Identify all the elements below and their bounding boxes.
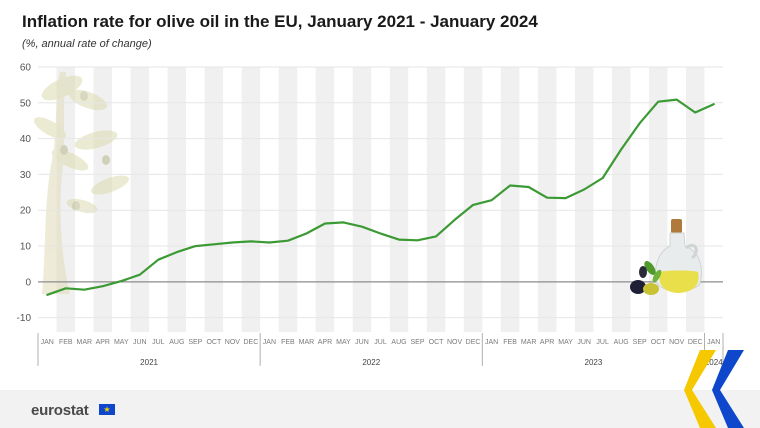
y-tick-label: 60 (20, 63, 32, 74)
x-tick-label: NOV (447, 339, 463, 346)
x-tick-label: NOV (225, 339, 241, 346)
month-band (130, 67, 150, 332)
y-tick-label: 20 (20, 206, 32, 217)
x-tick-label: FEB (503, 339, 517, 346)
year-label: 2022 (362, 358, 380, 367)
chart-subtitle: (%, annual rate of change) (22, 38, 152, 50)
month-band (241, 67, 261, 332)
y-tick-label: 10 (20, 242, 32, 253)
month-band (574, 67, 594, 332)
month-band (167, 67, 187, 332)
series-line (46, 98, 715, 296)
month-band (204, 67, 224, 332)
y-tick-label: 0 (25, 277, 31, 288)
x-tick-label: NOV (669, 339, 685, 346)
x-tick-label: OCT (429, 339, 445, 346)
x-tick-label: SEP (411, 339, 425, 346)
x-tick-label: AUG (614, 339, 629, 346)
x-tick-label: FEB (59, 339, 73, 346)
x-tick-label: MAY (558, 339, 573, 346)
x-tick-label: OCT (651, 339, 667, 346)
month-band (537, 67, 557, 332)
x-tick-label: APR (318, 339, 332, 346)
x-tick-label: MAR (521, 339, 537, 346)
eurostat-logo: eurostat (31, 402, 89, 419)
x-tick-label: MAR (77, 339, 93, 346)
x-tick-label: JUN (355, 339, 369, 346)
x-tick-label: OCT (206, 339, 222, 346)
x-tick-label: DEC (466, 339, 481, 346)
y-tick-label: 50 (20, 98, 32, 109)
month-band (500, 67, 520, 332)
month-band (463, 67, 483, 332)
year-label: 2021 (140, 358, 158, 367)
y-tick-label: -10 (17, 313, 32, 324)
x-tick-label: JAN (41, 339, 54, 346)
x-tick-label: JAN (707, 339, 720, 346)
x-tick-label: JUN (577, 339, 591, 346)
month-band (611, 67, 631, 332)
x-tick-label: APR (96, 339, 110, 346)
y-tick-label: 40 (20, 134, 32, 145)
month-band (426, 67, 446, 332)
year-label: 2023 (585, 358, 603, 367)
month-band (278, 67, 298, 332)
x-tick-label: MAR (299, 339, 315, 346)
x-tick-label: MAY (114, 339, 129, 346)
x-tick-label: JAN (485, 339, 498, 346)
month-band (315, 67, 335, 332)
olive-oil-jar-illustration (630, 219, 702, 295)
x-tick-label: DEC (688, 339, 703, 346)
x-tick-label: AUG (391, 339, 406, 346)
month-band (352, 67, 372, 332)
footer-bar (0, 390, 760, 428)
x-tick-label: JUL (596, 339, 609, 346)
year-label: 2024 (705, 358, 723, 367)
x-tick-label: SEP (633, 339, 647, 346)
eu-flag-icon: ★ (99, 404, 115, 415)
x-tick-label: SEP (188, 339, 202, 346)
x-tick-label: DEC (244, 339, 259, 346)
x-tick-label: APR (540, 339, 554, 346)
x-tick-label: MAY (336, 339, 351, 346)
x-tick-label: FEB (281, 339, 295, 346)
y-tick-label: 30 (20, 170, 32, 181)
month-band (389, 67, 409, 332)
corner-chevron-decoration (684, 350, 744, 428)
x-tick-label: JUL (374, 339, 387, 346)
x-tick-label: AUG (169, 339, 184, 346)
x-tick-label: JUN (133, 339, 147, 346)
chart-title: Inflation rate for olive oil in the EU, … (22, 12, 538, 31)
x-tick-label: JAN (263, 339, 276, 346)
olive-tree-illustration (34, 72, 129, 294)
x-tick-label: JUL (152, 339, 165, 346)
